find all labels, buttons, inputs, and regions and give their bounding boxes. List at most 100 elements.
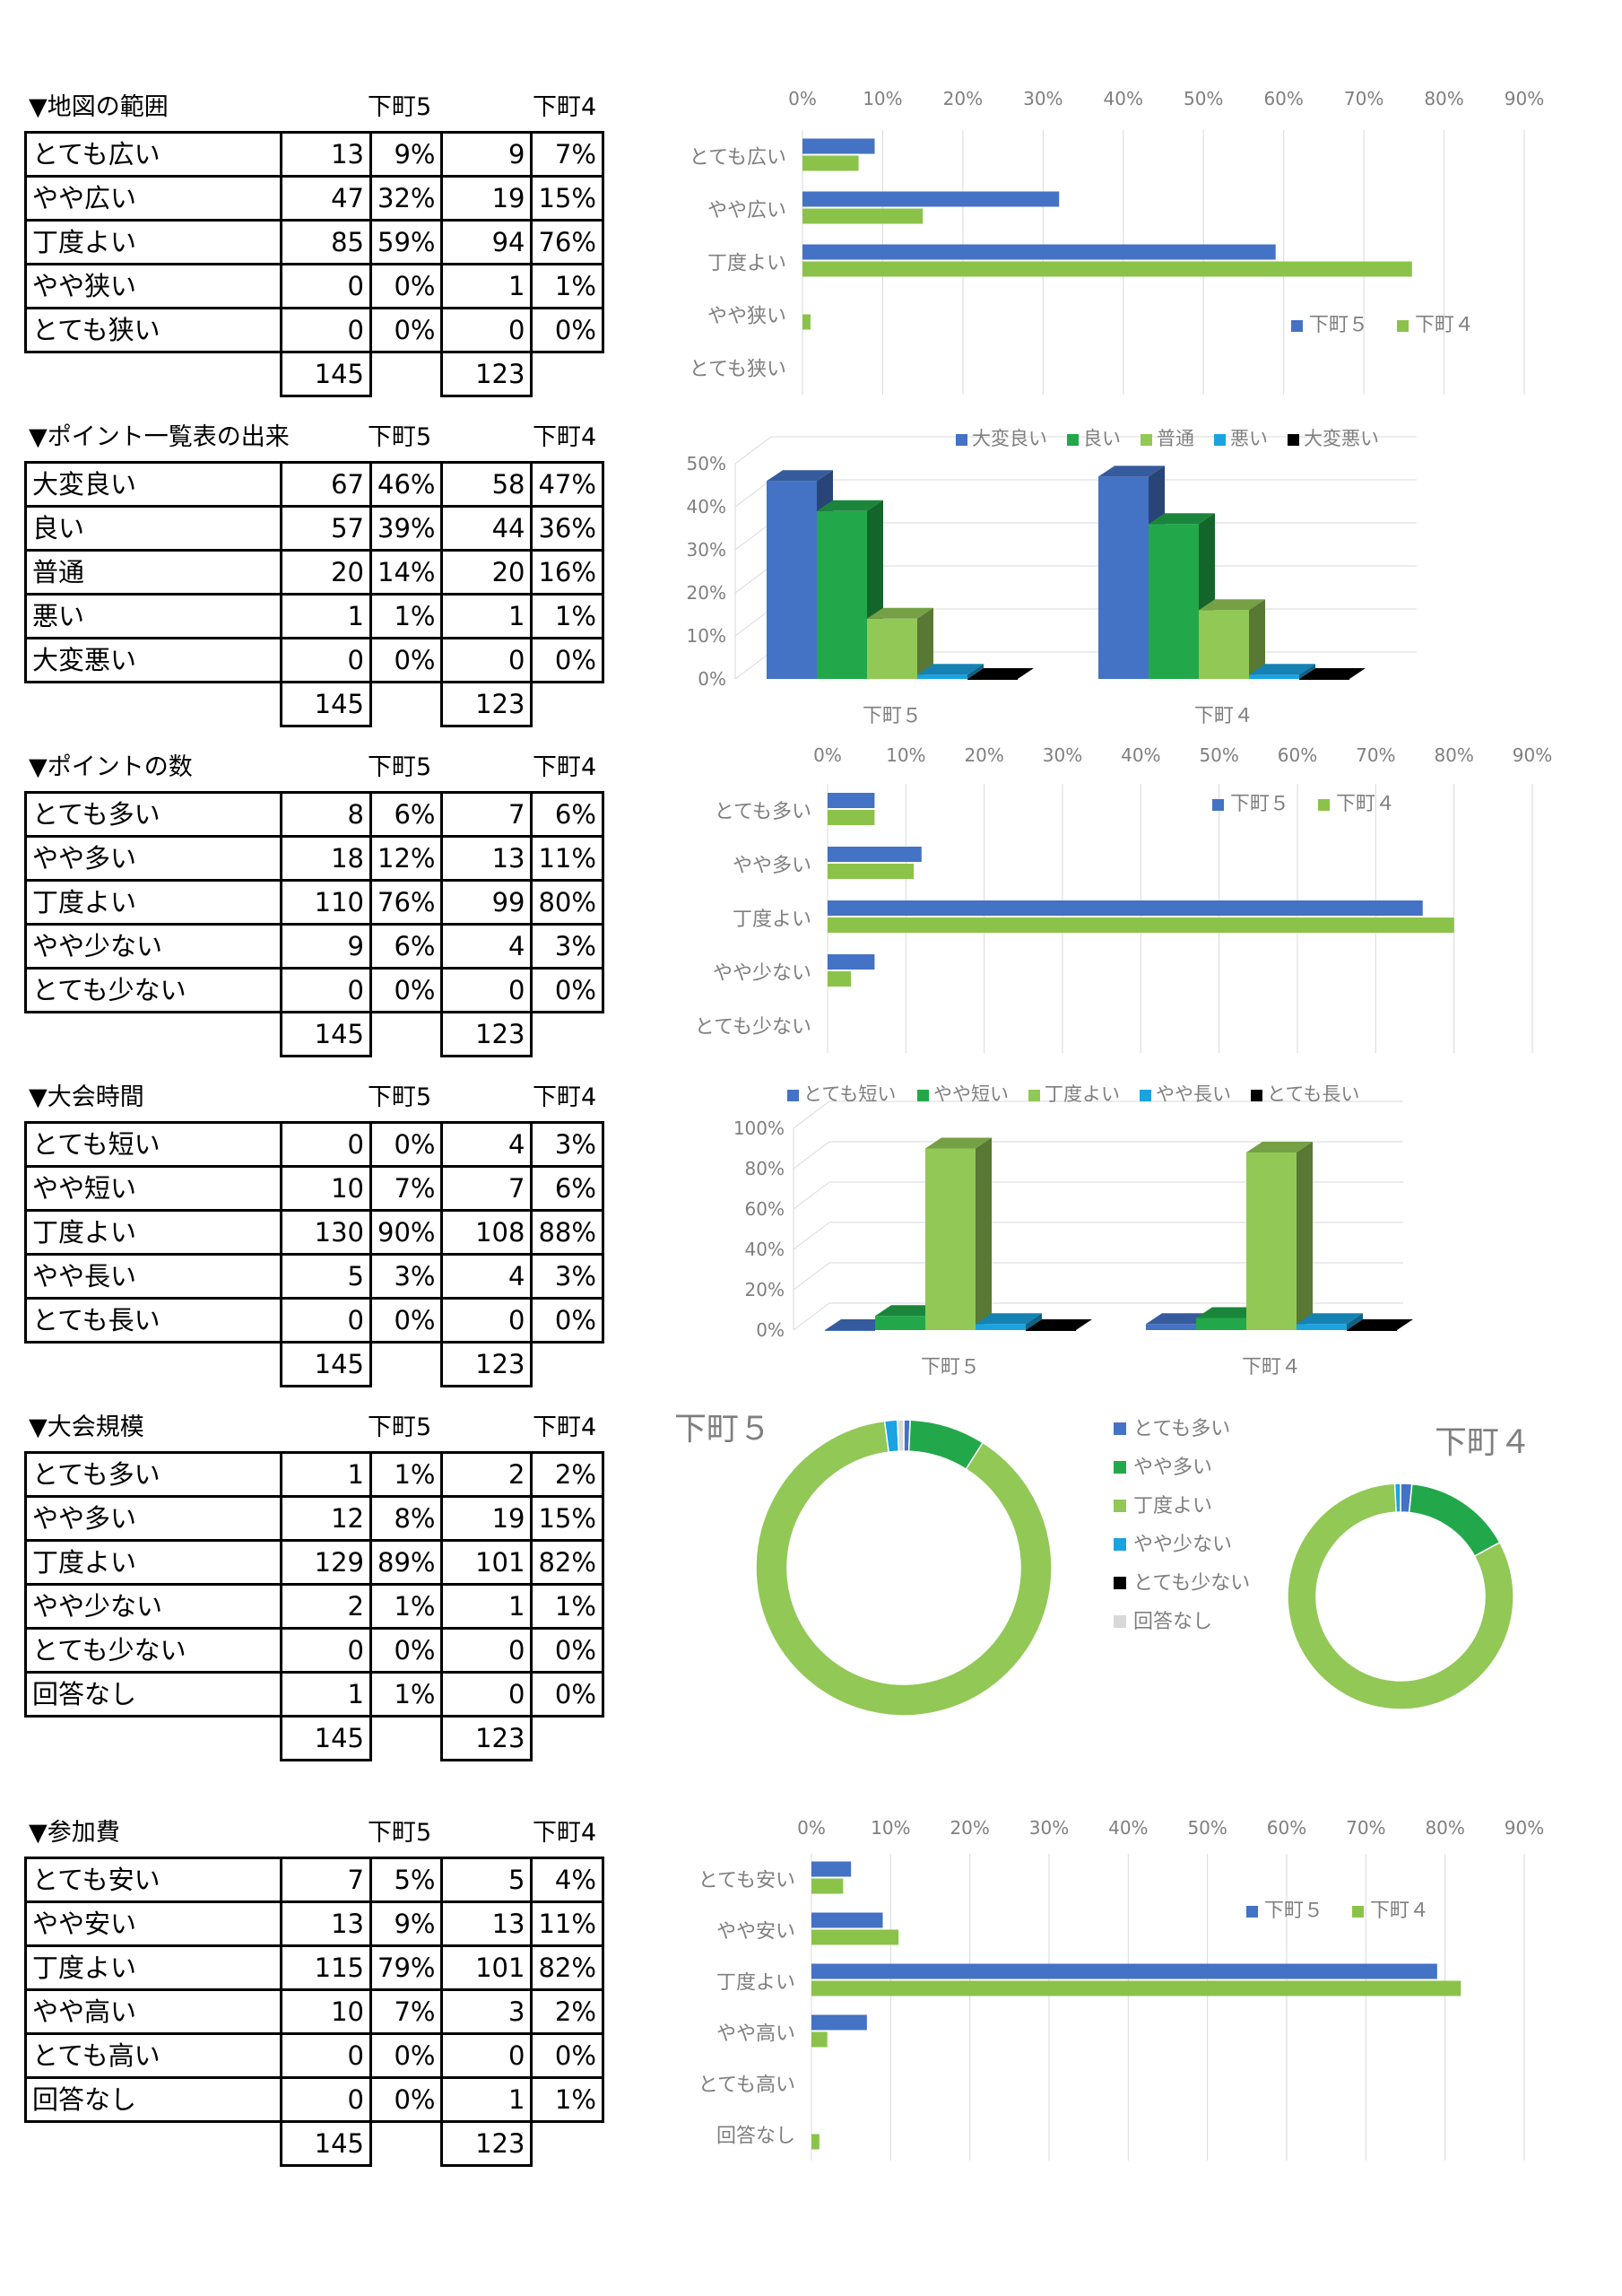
- legend-swatch: [1114, 1577, 1126, 1589]
- row-label: とても少ない: [24, 1627, 282, 1674]
- pct-4: 1%: [530, 1583, 604, 1630]
- row-label: やや多い: [24, 835, 282, 882]
- row-label: やや多い: [24, 1495, 282, 1542]
- bar-front: [867, 618, 917, 679]
- bar-front: [875, 1316, 925, 1330]
- row-label: やや安い: [24, 1900, 282, 1947]
- bar-front: [1196, 1318, 1246, 1330]
- count-4: 2: [440, 1451, 533, 1498]
- count-5: 85: [280, 219, 372, 265]
- row-label: やや高い: [24, 1988, 282, 2035]
- bar-top: [1149, 513, 1215, 525]
- pct-5: 1%: [369, 1583, 444, 1630]
- category-label: とても少ない: [695, 1016, 811, 1039]
- x-tick-label: 50%: [1187, 1817, 1227, 1839]
- legend-swatch: [1140, 1090, 1151, 1101]
- legend-swatch: [1352, 1906, 1364, 1918]
- pct-4: 11%: [530, 1900, 604, 1947]
- y-tick-label: 20%: [687, 582, 726, 604]
- count-4: 0: [440, 307, 533, 353]
- count-4: 101: [440, 1944, 533, 1991]
- count-4: 5: [440, 1857, 533, 1903]
- x-tick-label: 30%: [1043, 744, 1082, 766]
- row-label: やや短い: [24, 1165, 282, 1212]
- row-label: とても短い: [24, 1121, 282, 1168]
- category-label: やや安い: [716, 1921, 795, 1944]
- data-table: とても短い 0 0% 4 3% やや短い 10 7% 7 6% 丁度よい 130 90% 108 88%…: [24, 1121, 604, 1387]
- legend-label: 下町５: [1264, 1900, 1323, 1922]
- table-row: とても広い 13 9% 9 7%: [24, 131, 604, 178]
- count-5: 110: [280, 879, 372, 926]
- bar-shitamachi4: [811, 2134, 820, 2150]
- category-label: 丁度よい: [707, 253, 786, 275]
- doughnut-slice: [1287, 1483, 1514, 1710]
- pct-5: 0%: [369, 2032, 444, 2079]
- total-4: 123: [440, 1011, 533, 1057]
- y-tick-label: 30%: [687, 539, 726, 561]
- count-4: 20: [440, 549, 533, 596]
- pct-4: 1%: [530, 263, 604, 309]
- row-label: とても高い: [24, 2032, 282, 2079]
- legend-label: 回答なし: [1133, 1611, 1212, 1633]
- table-row: 回答なし 0 0% 1 1%: [24, 2076, 604, 2123]
- x-tick-label: 20%: [964, 744, 1003, 766]
- bar-shitamachi4: [802, 261, 1412, 277]
- count-5: 47: [280, 175, 372, 222]
- x-tick-label: 20%: [943, 88, 983, 109]
- x-tick-label: 70%: [1344, 88, 1383, 109]
- category-label: とても安い: [698, 1870, 795, 1892]
- bar-front: [1199, 610, 1249, 679]
- row-label: やや少ない: [24, 1583, 282, 1630]
- total-4: 123: [440, 1715, 533, 1761]
- bar-side: [976, 1137, 992, 1330]
- doughnut-slice: [1393, 1483, 1401, 1513]
- pct-4: 0%: [530, 1297, 604, 1344]
- pct-4: 3%: [530, 923, 604, 970]
- col-header-4: 下町4: [533, 1083, 597, 1111]
- pct-4: 82%: [530, 1944, 604, 1991]
- bar-front: [767, 481, 817, 679]
- gridline: [734, 565, 772, 594]
- bar-side: [1249, 599, 1265, 679]
- x-tick-label: 90%: [1505, 1817, 1544, 1839]
- legend-label: やや少ない: [1133, 1534, 1232, 1556]
- total-5: 145: [280, 1715, 372, 1761]
- count-4: 7: [440, 791, 533, 838]
- table-row: 回答なし 1 1% 0 0%: [24, 1671, 604, 1718]
- count-5: 13: [280, 131, 372, 178]
- count-5: 0: [280, 1297, 372, 1344]
- pct-5: 3%: [369, 1253, 444, 1300]
- pct-4: 0%: [530, 307, 604, 353]
- bar-top: [825, 1319, 891, 1330]
- bar-front: [825, 1330, 875, 1331]
- total-row: 145 123: [26, 351, 603, 397]
- count-4: 7: [440, 1165, 533, 1212]
- gridline: [793, 1100, 830, 1129]
- table-row: やや狭い 0 0% 1 1%: [24, 263, 604, 309]
- legend-swatch: [1291, 320, 1303, 332]
- col-header-4: 下町4: [533, 423, 597, 451]
- bar-top: [1249, 664, 1315, 675]
- col-header-4: 下町4: [533, 753, 597, 781]
- count-5: 18: [280, 835, 372, 882]
- bar-shitamachi5: [828, 954, 875, 970]
- data-table: とても多い 1 1% 2 2% やや多い 12 8% 19 15% 丁度よい 129 89% 101 8…: [24, 1451, 604, 1761]
- gridline: [734, 522, 772, 551]
- bar-front: [1098, 476, 1149, 679]
- total-row: 145 123: [26, 2120, 603, 2167]
- legend-label: とても長い: [1267, 1083, 1359, 1105]
- pct-4: 6%: [530, 1165, 604, 1212]
- gridline: [793, 1262, 830, 1291]
- chart-entry-fee: 0% 10% 20% 30% 40% 50% 60% 70% 80% 90% とても安いやや安い丁度…: [698, 1817, 1544, 2161]
- bar-top: [917, 664, 984, 675]
- count-5: 0: [280, 1627, 372, 1674]
- total-5: 145: [280, 1011, 372, 1057]
- count-5: 12: [280, 1495, 372, 1542]
- table-row: とても狭い 0 0% 0 0%: [24, 307, 604, 353]
- count-4: 58: [440, 461, 533, 508]
- count-4: 0: [440, 967, 533, 1013]
- row-label: 丁度よい: [24, 1539, 282, 1586]
- pct-4: 11%: [530, 835, 604, 882]
- data-table: とても多い 8 6% 7 6% やや多い 18 12% 13 11% 丁度よい 110 76% 99 8…: [24, 791, 604, 1057]
- legend-swatch: [1397, 320, 1409, 332]
